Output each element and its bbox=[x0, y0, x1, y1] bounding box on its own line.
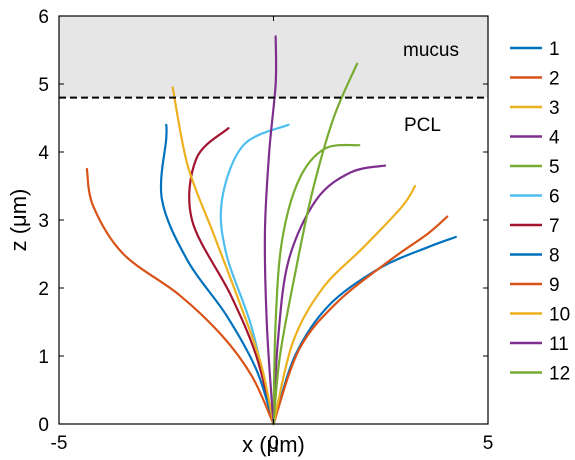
series-line-3 bbox=[272, 184, 417, 426]
legend-label-3: 3 bbox=[549, 98, 560, 119]
series-line-1 bbox=[272, 235, 457, 426]
y-tick-label: 1 bbox=[38, 347, 49, 368]
series-line-4 bbox=[272, 164, 387, 426]
y-tick-label: 5 bbox=[38, 75, 49, 96]
series-line-10 bbox=[171, 86, 275, 426]
legend-label-10: 10 bbox=[549, 305, 570, 326]
legend-label-9: 9 bbox=[549, 275, 560, 296]
legend-label-8: 8 bbox=[549, 246, 560, 267]
y-tick-label: 4 bbox=[38, 143, 49, 164]
series-line-11 bbox=[263, 35, 278, 426]
legend-label-4: 4 bbox=[549, 128, 560, 149]
x-axis-label: x (μm) bbox=[242, 432, 305, 457]
series-line-8 bbox=[159, 123, 275, 426]
legend-label-7: 7 bbox=[549, 216, 560, 237]
legend-label-2: 2 bbox=[549, 69, 560, 90]
series-line-7 bbox=[188, 127, 275, 426]
y-tick-label: 2 bbox=[38, 279, 49, 300]
legend-label-11: 11 bbox=[549, 334, 569, 355]
mucus-region bbox=[59, 16, 488, 98]
y-tick-label: 6 bbox=[38, 7, 49, 28]
legend-label-1: 1 bbox=[549, 39, 560, 60]
series-layer bbox=[85, 35, 457, 426]
legend-label-12: 12 bbox=[549, 364, 570, 385]
y-tick-label: 3 bbox=[38, 211, 49, 232]
legend-label-5: 5 bbox=[549, 157, 560, 178]
y-axis-label: z (μm) bbox=[6, 189, 31, 252]
series-line-12 bbox=[272, 62, 359, 426]
x-tick-label: 0 bbox=[268, 433, 279, 454]
x-tick-label: -5 bbox=[51, 433, 68, 454]
pcl-label: PCL bbox=[404, 115, 441, 136]
y-tick-label: 0 bbox=[38, 415, 49, 436]
series-line-9 bbox=[85, 167, 275, 426]
mucus-label: mucus bbox=[403, 40, 459, 61]
series-line-2 bbox=[272, 215, 449, 426]
legend-label-6: 6 bbox=[549, 187, 560, 208]
x-tick-label: 5 bbox=[483, 433, 494, 454]
